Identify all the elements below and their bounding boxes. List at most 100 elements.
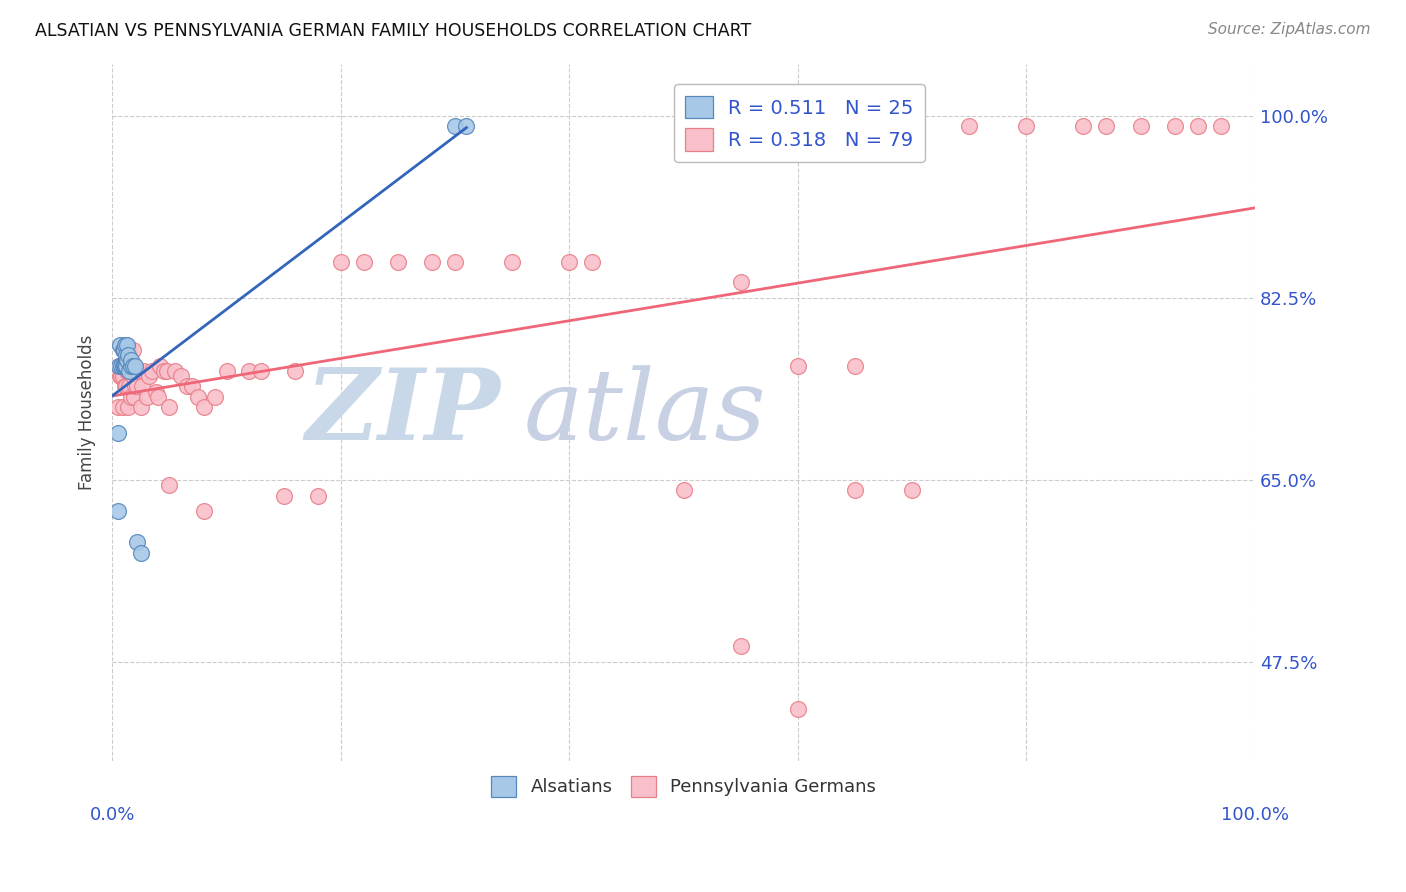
- Text: Source: ZipAtlas.com: Source: ZipAtlas.com: [1208, 22, 1371, 37]
- Point: [501, 254, 523, 268]
- Point: [108, 359, 131, 373]
- Point: [124, 359, 146, 373]
- Point: [111, 359, 134, 373]
- Point: [125, 364, 148, 378]
- Point: [120, 390, 142, 404]
- Text: atlas: atlas: [523, 365, 766, 460]
- Point: [121, 359, 143, 373]
- Point: [115, 359, 138, 373]
- Point: [111, 369, 134, 384]
- Text: 0.0%: 0.0%: [90, 806, 135, 824]
- Point: [145, 384, 167, 399]
- Point: [204, 390, 226, 404]
- Point: [112, 359, 135, 373]
- Point: [108, 359, 131, 373]
- Point: [110, 369, 132, 384]
- Point: [135, 390, 157, 404]
- Point: [284, 364, 307, 378]
- Point: [672, 483, 695, 498]
- Point: [129, 401, 152, 415]
- Point: [107, 426, 129, 441]
- Point: [115, 348, 138, 362]
- Point: [387, 254, 409, 268]
- Point: [456, 120, 478, 134]
- Point: [444, 254, 467, 268]
- Point: [138, 369, 160, 384]
- Point: [238, 364, 260, 378]
- Point: [273, 489, 295, 503]
- Point: [786, 359, 808, 373]
- Point: [118, 379, 141, 393]
- Point: [558, 254, 581, 268]
- Point: [127, 379, 149, 393]
- Point: [181, 379, 204, 393]
- Point: [115, 348, 138, 362]
- Point: [115, 364, 138, 378]
- Point: [176, 379, 198, 393]
- Point: [844, 483, 866, 498]
- Point: [444, 120, 467, 134]
- Point: [1209, 120, 1232, 134]
- Point: [118, 343, 141, 357]
- Point: [115, 353, 138, 368]
- Point: [115, 338, 138, 352]
- Point: [121, 343, 143, 357]
- Point: [786, 702, 808, 716]
- Point: [121, 359, 143, 373]
- Point: [121, 369, 143, 384]
- Point: [157, 478, 180, 492]
- Point: [581, 254, 603, 268]
- Point: [329, 254, 352, 268]
- Point: [120, 359, 142, 373]
- Point: [901, 120, 924, 134]
- Point: [131, 379, 153, 393]
- Point: [114, 359, 136, 373]
- Point: [111, 401, 134, 415]
- Point: [1015, 120, 1038, 134]
- Point: [187, 390, 209, 404]
- Point: [127, 535, 149, 549]
- Point: [146, 390, 169, 404]
- Point: [112, 343, 135, 357]
- Point: [128, 364, 150, 378]
- Point: [420, 254, 443, 268]
- Point: [957, 120, 980, 134]
- Y-axis label: Family Households: Family Households: [79, 334, 96, 490]
- Point: [120, 359, 142, 373]
- Point: [156, 364, 179, 378]
- Point: [1073, 120, 1095, 134]
- Point: [112, 359, 135, 373]
- Point: [1164, 120, 1187, 134]
- Point: [107, 504, 129, 518]
- Point: [129, 546, 152, 560]
- Point: [307, 489, 329, 503]
- Point: [114, 379, 136, 393]
- Point: [901, 483, 924, 498]
- Point: [215, 364, 238, 378]
- Point: [134, 364, 156, 378]
- Point: [141, 364, 163, 378]
- Point: [730, 640, 752, 654]
- Text: ALSATIAN VS PENNSYLVANIA GERMAN FAMILY HOUSEHOLDS CORRELATION CHART: ALSATIAN VS PENNSYLVANIA GERMAN FAMILY H…: [35, 22, 751, 40]
- Point: [110, 359, 132, 373]
- Point: [152, 364, 174, 378]
- Point: [165, 364, 187, 378]
- Text: ZIP: ZIP: [305, 364, 501, 460]
- Point: [1187, 120, 1209, 134]
- Point: [111, 343, 134, 357]
- Point: [249, 364, 271, 378]
- Point: [110, 338, 132, 352]
- Point: [1129, 120, 1152, 134]
- Point: [107, 401, 129, 415]
- Point: [115, 379, 138, 393]
- Point: [114, 359, 136, 373]
- Point: [193, 401, 215, 415]
- Point: [353, 254, 375, 268]
- Point: [193, 504, 215, 518]
- Legend: Alsatians, Pennsylvania Germans: Alsatians, Pennsylvania Germans: [484, 769, 883, 804]
- Point: [118, 364, 141, 378]
- Point: [170, 369, 193, 384]
- Point: [117, 348, 139, 362]
- Point: [115, 343, 138, 357]
- Point: [117, 401, 139, 415]
